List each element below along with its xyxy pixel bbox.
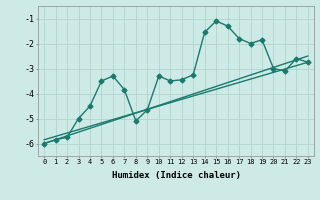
X-axis label: Humidex (Indice chaleur): Humidex (Indice chaleur) xyxy=(111,171,241,180)
